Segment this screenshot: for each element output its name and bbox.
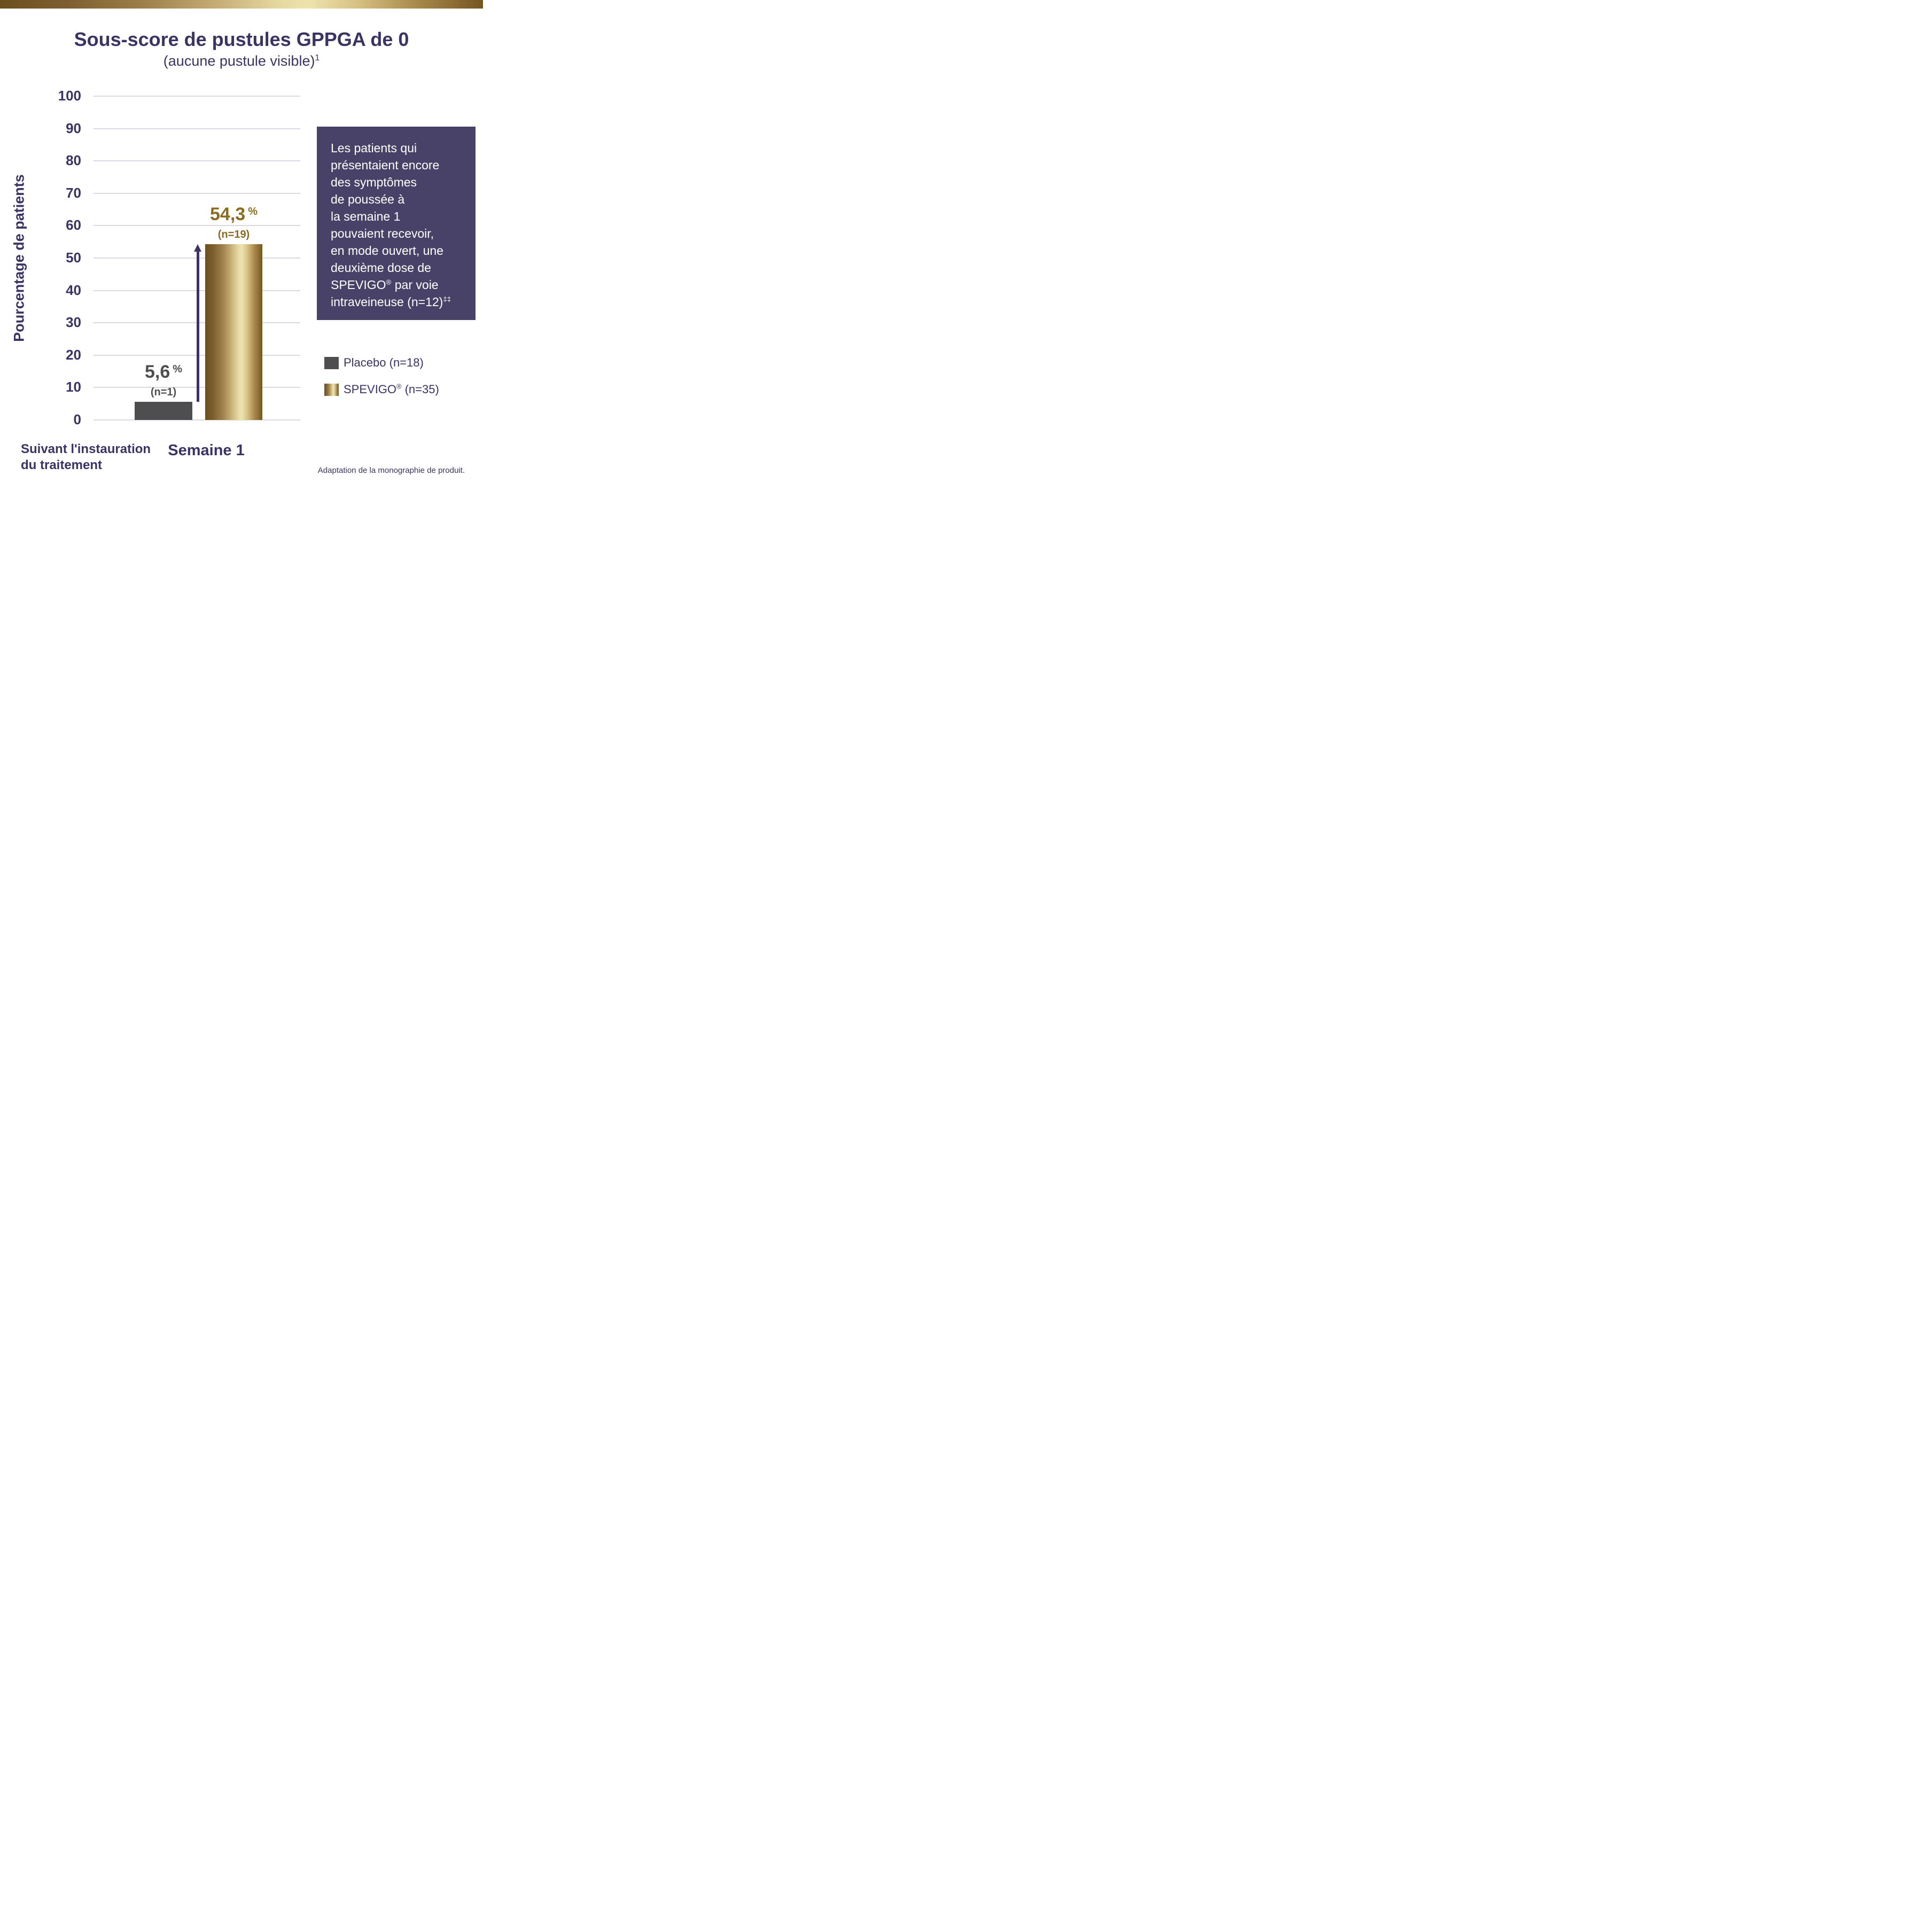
percent-sign: % xyxy=(248,206,258,217)
callout-line: Les patients qui xyxy=(331,141,417,155)
spevigo-value: 54,3% xyxy=(210,204,258,224)
bar-spevigo xyxy=(205,244,262,420)
spevigo-swatch-icon xyxy=(324,383,339,396)
y-tick-40: 40 xyxy=(66,282,81,298)
arrow-up-icon xyxy=(194,244,201,252)
placebo-n-label: (n=1) xyxy=(150,386,177,398)
y-tick-80: 80 xyxy=(66,152,81,169)
percent-sign: % xyxy=(173,363,183,375)
callout-line: la semaine 1 xyxy=(331,209,401,223)
gridline-90 xyxy=(94,128,300,129)
infographic-canvas: Sous-score de pustules GPPGA de 0 (aucun… xyxy=(0,0,483,483)
legend-label-spevigo: SPEVIGO® (n=35) xyxy=(344,382,439,396)
x-axis-note-line1: Suivant l'instauration xyxy=(21,442,151,456)
callout-line: pouvaient recevoir, xyxy=(331,227,434,240)
y-tick-20: 20 xyxy=(66,346,81,363)
callout-line: de poussée à xyxy=(331,192,405,206)
legend-item-spevigo: SPEVIGO® (n=35) xyxy=(324,383,439,396)
callout-line: des symptômes xyxy=(331,175,417,189)
callout-box: Les patients qui présentaient encore des s… xyxy=(317,127,476,320)
gridline-100 xyxy=(94,96,300,97)
placebo-value-label: 5,6% (n=1) xyxy=(145,361,182,399)
placebo-value: 5,6% xyxy=(144,362,183,382)
callout-line: en mode ouvert, une xyxy=(331,244,443,258)
callout-line: présentaient encore xyxy=(331,158,440,172)
spevigo-n-label: (n=19) xyxy=(217,229,250,240)
gridline-70 xyxy=(94,192,300,194)
x-axis-note-line2: du traitement xyxy=(21,458,103,472)
y-tick-10: 10 xyxy=(66,379,81,395)
x-axis-note: Suivant l'instauration du traitement xyxy=(21,441,151,473)
gridline-60 xyxy=(94,225,300,227)
legend-item-placebo: Placebo (n=18) xyxy=(324,356,424,370)
source-note: Adaptation de la monographie de produit. xyxy=(317,466,465,475)
chart-title: Sous-score de pustules GPPGA de 0 xyxy=(74,28,409,50)
x-category-label: Semaine 1 xyxy=(168,442,245,459)
placebo-swatch-icon xyxy=(324,356,339,369)
bar-placebo xyxy=(135,402,192,420)
y-tick-70: 70 xyxy=(66,184,81,201)
y-tick-90: 90 xyxy=(66,120,81,136)
callout-line: SPEVIGO® par voie xyxy=(331,278,439,292)
legend-label-placebo: Placebo (n=18) xyxy=(344,356,424,369)
spevigo-value-label: 54,3% (n=19) xyxy=(210,204,258,241)
y-tick-100: 100 xyxy=(58,88,81,104)
chart-subtitle: (aucune pustule visible)1 xyxy=(163,53,320,69)
y-tick-60: 60 xyxy=(66,217,81,233)
gridline-80 xyxy=(94,160,300,162)
callout-line: deuxième dose de xyxy=(331,261,431,275)
callout-line: intraveineuse (n=12)‡‡ xyxy=(331,295,451,309)
y-tick-50: 50 xyxy=(66,250,81,266)
plot-area xyxy=(94,96,300,420)
gold-banner xyxy=(0,0,483,9)
y-tick-0: 0 xyxy=(73,411,81,427)
increase-arrow-line xyxy=(197,251,199,402)
gridline-0 xyxy=(94,419,300,420)
y-tick-30: 30 xyxy=(66,314,81,331)
